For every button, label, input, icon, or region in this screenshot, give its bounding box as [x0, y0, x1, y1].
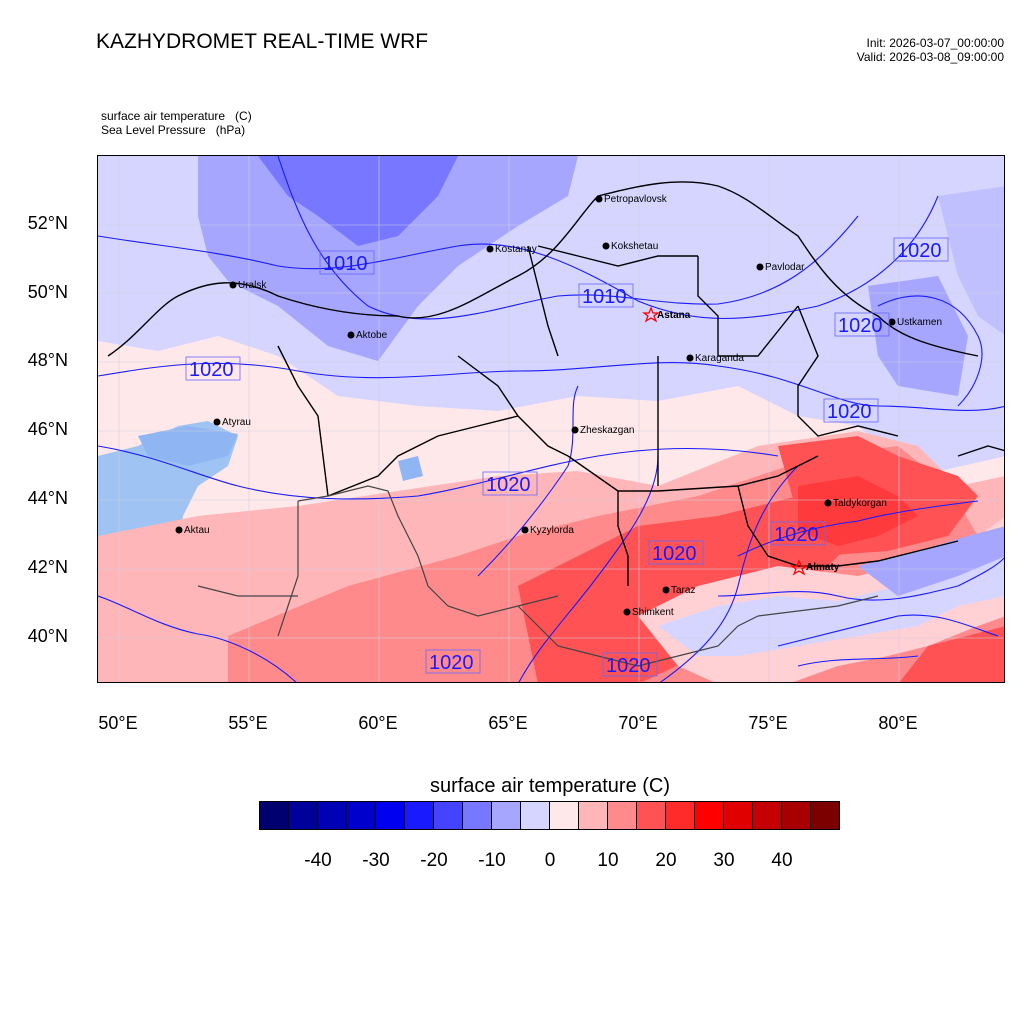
- colorbar-tick: -30: [362, 850, 390, 871]
- colorbar-box: [260, 802, 289, 829]
- field-labels: surface air temperature (C) Sea Level Pr…: [101, 109, 252, 137]
- slp-label: 1020: [606, 655, 651, 677]
- colorbar-box: [434, 802, 463, 829]
- colorbar-box: [637, 802, 666, 829]
- city-label-astana: Astana: [657, 310, 691, 321]
- lat-label-44n: 44°N: [27, 488, 68, 508]
- colorbar-box: [724, 802, 753, 829]
- slp-label: 1020: [774, 524, 819, 546]
- colorbar-tick: 0: [544, 850, 556, 871]
- temperature-colorbar: [259, 801, 840, 830]
- city-label-ustkamen: Ustkamen: [897, 317, 942, 328]
- colorbar-box: [347, 802, 376, 829]
- colorbar-box: [579, 802, 608, 829]
- lat-label-46n: 46°N: [27, 419, 68, 439]
- primary-field-label: surface air temperature (C): [101, 109, 252, 123]
- city-label-kyzylorda: Kyzylorda: [530, 525, 574, 536]
- valid-time: Valid: 2026-03-08_09:00:00: [856, 50, 1004, 64]
- colorbar-box: [521, 802, 550, 829]
- lon-label-60e: 60°E: [358, 713, 398, 733]
- secondary-field-label: Sea Level Pressure (hPa): [101, 123, 246, 137]
- slp-label: 1020: [652, 543, 697, 565]
- colorbar-title: surface air temperature (C): [429, 775, 671, 797]
- slp-label: 1020: [897, 240, 942, 262]
- colorbar-box: [405, 802, 434, 829]
- city-label-pavlodar: Pavlodar: [765, 262, 805, 273]
- lat-label-42n: 42°N: [27, 557, 68, 577]
- lat-label-40n: 40°N: [27, 626, 68, 646]
- city-label-petropavlovsk: Petropavlovsk: [604, 194, 668, 205]
- city-label-atyrau: Atyrau: [222, 417, 251, 428]
- city-label-kokshetau: Kokshetau: [611, 241, 658, 252]
- city-label-kostanay: Kostanay: [495, 244, 537, 255]
- colorbar-box: [550, 802, 579, 829]
- colorbar-box: [318, 802, 347, 829]
- slp-label: 1020: [827, 401, 872, 423]
- colorbar-box: [608, 802, 637, 829]
- city-label-aktobe: Aktobe: [356, 330, 388, 341]
- slp-label: 1010: [323, 253, 368, 275]
- colorbar-box: [753, 802, 782, 829]
- colorbar-box: [782, 802, 811, 829]
- map-title: KAZHYDROMET REAL-TIME WRF: [96, 30, 429, 53]
- slp-label: 1010: [582, 286, 627, 308]
- colorbar-box: [811, 802, 839, 829]
- colorbar-tick: 30: [713, 850, 735, 871]
- run-info: Init: 2026-03-07_00:00:00 Valid: 2026-03…: [857, 36, 1004, 64]
- init-time: Init: 2026-03-07_00:00:00: [866, 36, 1004, 50]
- colorbar-box: [289, 802, 318, 829]
- lat-label-52n: 52°N: [27, 213, 68, 233]
- lon-label-70e: 70°E: [618, 713, 658, 733]
- slp-label: 1020: [429, 652, 474, 674]
- lat-label-50n: 50°N: [27, 282, 68, 302]
- colorbar-tick: 10: [597, 850, 619, 871]
- map-panel[interactable]: Petropavlovsk Kostanay Kokshetau Pavloda…: [97, 155, 1005, 683]
- colorbar-tick: -10: [478, 850, 506, 871]
- colorbar-tick: -20: [420, 850, 448, 871]
- lat-label-48n: 48°N: [27, 350, 68, 370]
- city-label-almaty: Almaty: [806, 562, 840, 573]
- colorbar-box: [463, 802, 492, 829]
- colorbar-box: [666, 802, 695, 829]
- city-label-aktau: Aktau: [184, 525, 210, 536]
- city-label-shimkent: Shimkent: [632, 607, 674, 618]
- city-label-uralsk: Uralsk: [238, 280, 267, 291]
- slp-label: 1020: [838, 315, 883, 337]
- lon-label-80e: 80°E: [878, 713, 918, 733]
- city-label-taldykorgan: Taldykorgan: [833, 498, 887, 509]
- lon-label-75e: 75°E: [748, 713, 788, 733]
- colorbar-box: [492, 802, 521, 829]
- city-label-zheskazgan: Zheskazgan: [580, 425, 634, 436]
- colorbar-tick: 40: [771, 850, 793, 871]
- city-label-karaganda: Karaganda: [695, 353, 744, 364]
- city-label-taraz: Taraz: [671, 585, 695, 596]
- colorbar-tick: 20: [655, 850, 677, 871]
- colorbar-tick: -40: [304, 850, 332, 871]
- colorbar-box: [376, 802, 405, 829]
- lon-label-50e: 50°E: [98, 713, 138, 733]
- colorbar-box: [695, 802, 724, 829]
- lon-label-55e: 55°E: [228, 713, 268, 733]
- slp-label: 1020: [486, 474, 531, 496]
- lon-label-65e: 65°E: [488, 713, 528, 733]
- temperature-map: Petropavlovsk Kostanay Kokshetau Pavloda…: [98, 156, 1004, 682]
- slp-label: 1020: [189, 359, 234, 381]
